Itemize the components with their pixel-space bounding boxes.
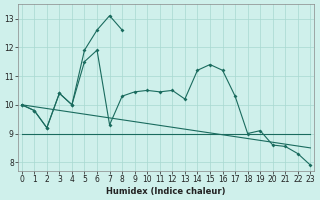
X-axis label: Humidex (Indice chaleur): Humidex (Indice chaleur) [106, 187, 226, 196]
